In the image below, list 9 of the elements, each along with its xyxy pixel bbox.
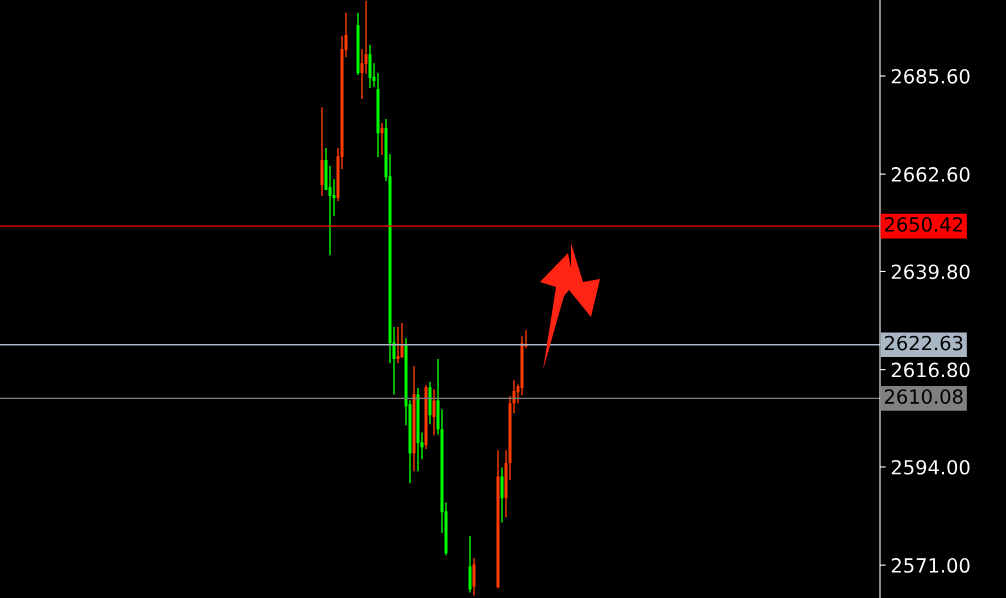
y-tick-label: 2662.60 [891,167,970,182]
y-tick-label: 2571.00 [891,558,970,573]
ref-line-label: 2622.63 [884,335,963,351]
ref-line-label: 2610.08 [884,389,963,404]
y-tick-label: 2594.00 [891,459,970,475]
y-tick-label: 2616.80 [891,362,970,378]
ref-line-label: 2650.42 [884,217,962,232]
y-tick-label: 2685.60 [891,68,970,84]
y-tick-label: 2639.80 [891,264,970,280]
